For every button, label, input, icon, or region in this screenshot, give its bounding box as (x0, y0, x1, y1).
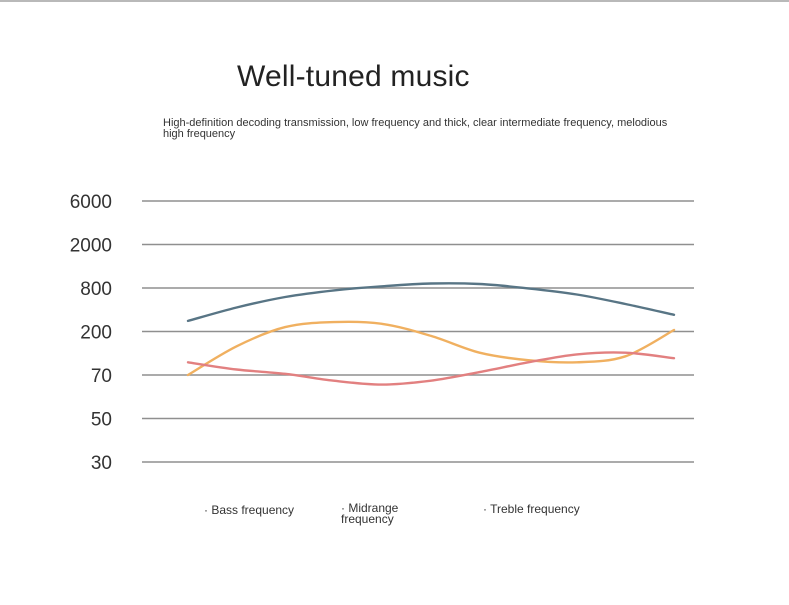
legend-treble-frequency: · Treble frequency (483, 502, 580, 516)
treble-frequency-line (186, 351, 676, 386)
y-tick-label: 30 (91, 453, 112, 474)
legend-midrange-frequency: · Midrange frequency (341, 501, 399, 526)
chart-title: Well-tuned music (237, 60, 470, 93)
y-tick-label: 6000 (70, 192, 112, 213)
top-border (0, 0, 789, 2)
midrange-frequency-line (186, 320, 676, 377)
bass-frequency-line (186, 282, 676, 323)
y-tick-label: 2000 (70, 236, 112, 257)
legend-bass-frequency: · Bass frequency (204, 503, 295, 517)
y-tick-label: 200 (80, 323, 112, 344)
y-tick-label: 50 (91, 410, 112, 431)
chart-subtitle: High-definition decoding transmission, l… (163, 117, 668, 140)
y-tick-label: 800 (80, 279, 112, 300)
y-tick-label: 70 (91, 366, 112, 387)
